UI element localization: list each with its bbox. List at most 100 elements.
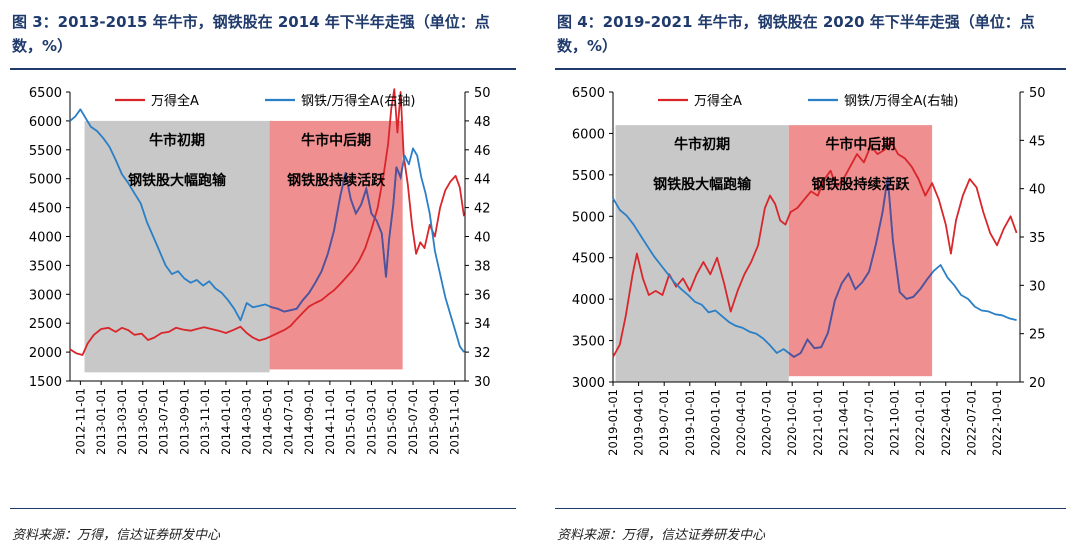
y-right-tick-label: 44	[474, 173, 491, 188]
y-right-tick-label: 46	[474, 144, 491, 159]
x-tick-label: 2021-01-01	[811, 389, 825, 456]
x-tick-label: 2015-01-01	[344, 388, 358, 455]
y-right-tick-label: 35	[1029, 231, 1046, 246]
x-tick-label: 2022-04-01	[939, 389, 953, 456]
band-label-phase: 牛市中后期	[825, 136, 895, 153]
y-left-tick-label: 3000	[29, 288, 62, 303]
band-label-note: 钢铁股大幅跑输	[653, 176, 752, 193]
y-left-tick-label: 2500	[29, 317, 62, 332]
source-rule-fig4	[555, 508, 1066, 509]
y-left-tick-label: 6000	[572, 127, 605, 142]
x-tick-label: 2019-07-01	[657, 389, 671, 456]
x-tick-label: 2014-09-01	[302, 388, 316, 455]
x-tick-label: 2014-03-01	[240, 388, 254, 455]
y-left-tick-label: 5000	[29, 173, 62, 188]
x-tick-label: 2022-07-01	[964, 389, 978, 456]
x-tick-label: 2015-05-01	[385, 388, 399, 455]
title-rule-fig4	[555, 68, 1066, 70]
x-tick-label: 2019-04-01	[632, 389, 646, 456]
y-left-tick-label: 5000	[572, 210, 605, 225]
x-tick-label: 2015-03-01	[364, 388, 378, 455]
y-right-tick-label: 32	[474, 346, 491, 361]
x-tick-label: 2021-04-01	[836, 389, 850, 456]
y-left-tick-label: 4500	[572, 252, 605, 267]
band-pink	[788, 125, 933, 377]
series-line-steel-ratio-overlap	[269, 161, 403, 313]
chart-title-fig4: 图 4：2019-2021 年牛市，钢铁股在 2020 年下半年走强（单位：点数…	[557, 13, 1035, 55]
y-right-tick-label: 48	[474, 115, 491, 130]
legend-label-wind-a: 万得全A	[694, 93, 742, 109]
x-tick-label: 2013-11-01	[198, 388, 212, 455]
series-line-wind-a	[612, 140, 1018, 358]
x-tick-label: 2022-10-01	[990, 389, 1004, 456]
legend-label-steel-ratio: 钢铁/万得全A(右轴)	[844, 93, 958, 109]
y-right-tick-label: 20	[1029, 376, 1046, 391]
chart-panel-fig3: 图 3：2013-2015 年牛市，钢铁股在 2014 年下半年走强（单位：点数…	[0, 0, 530, 556]
y-left-tick-label: 5500	[29, 144, 62, 159]
y-right-tick-label: 30	[474, 375, 491, 390]
x-tick-label: 2014-05-01	[261, 388, 275, 455]
y-left-tick-label: 2000	[29, 346, 62, 361]
chart-title-fig3: 图 3：2013-2015 年牛市，钢铁股在 2014 年下半年走强（单位：点数…	[12, 13, 490, 55]
band-label-note: 钢铁股持续活跃	[287, 172, 386, 189]
series-line-steel-ratio-overlap	[788, 176, 933, 358]
x-tick-label: 2020-07-01	[760, 389, 774, 456]
x-tick-label: 2014-01-01	[219, 388, 233, 455]
x-tick-label: 2020-10-01	[785, 389, 799, 456]
x-tick-label: 2013-01-01	[94, 388, 108, 455]
y-left-tick-label: 3000	[572, 376, 605, 391]
line-chart-fig3: 1500 2000 2500 3000 3500 4000 4500 5000 5500 6000…	[29, 86, 491, 455]
band-label-phase: 牛市初期	[149, 132, 205, 149]
x-tick-label: 2013-05-01	[136, 388, 150, 455]
x-tick-label: 2015-09-01	[427, 388, 441, 455]
y-right-tick-label: 30	[1029, 279, 1046, 294]
band-label-phase: 牛市中后期	[301, 132, 371, 149]
x-tick-label: 2020-01-01	[708, 389, 722, 456]
legend-label-steel-ratio: 钢铁/万得全A(右轴)	[301, 93, 415, 109]
y-left-tick-label: 6000	[29, 115, 62, 130]
y-right-tick-label: 40	[474, 231, 491, 246]
chart-panel-fig4: 图 4：2019-2021 年牛市，钢铁股在 2020 年下半年走强（单位：点数…	[545, 0, 1080, 556]
legend-label-wind-a: 万得全A	[151, 93, 199, 109]
x-tick-label: 2013-07-01	[157, 388, 171, 455]
source-note-fig3: 资料来源：万得，信达证券研发中心	[12, 528, 221, 543]
x-tick-label: 2019-10-01	[683, 389, 697, 456]
x-tick-label: 2019-01-01	[606, 389, 620, 456]
y-right-tick-label: 42	[474, 202, 491, 217]
band-label-phase: 牛市初期	[674, 136, 730, 153]
y-left-tick-label: 4500	[29, 202, 62, 217]
line-chart-fig4: 3000 3500 4000 4500 5000 5500 6000 6500 20 25 30 35…	[572, 86, 1046, 456]
y-left-tick-label: 5500	[572, 169, 605, 184]
x-tick-label: 2014-11-01	[323, 388, 337, 455]
y-left-tick-label: 3500	[29, 259, 62, 274]
y-left-tick-label: 6500	[29, 86, 62, 101]
band-pink	[269, 120, 403, 370]
y-right-tick-label: 38	[474, 259, 491, 274]
x-tick-label: 2012-11-01	[73, 388, 87, 455]
y-right-tick-label: 36	[474, 288, 491, 303]
y-right-tick-label: 25	[1029, 328, 1046, 343]
y-left-tick-label: 6500	[572, 86, 605, 101]
x-tick-label: 2022-01-01	[913, 389, 927, 456]
x-tick-label: 2013-09-01	[177, 388, 191, 455]
y-left-tick-label: 4000	[572, 293, 605, 308]
y-right-tick-label: 40	[1029, 183, 1046, 198]
x-tick-label: 2014-07-01	[281, 388, 295, 455]
y-left-tick-label: 4000	[29, 231, 62, 246]
y-left-tick-label: 3500	[572, 335, 605, 350]
x-tick-label: 2021-07-01	[862, 389, 876, 456]
y-right-tick-label: 50	[474, 86, 491, 101]
source-note-fig4: 资料来源：万得，信达证券研发中心	[557, 528, 766, 543]
band-label-note: 钢铁股大幅跑输	[128, 172, 227, 189]
y-right-tick-label: 34	[474, 317, 491, 332]
x-tick-label: 2015-07-01	[406, 388, 420, 455]
x-tick-label: 2013-03-01	[115, 388, 129, 455]
y-right-tick-label: 45	[1029, 134, 1046, 149]
series-line-wind-a	[69, 88, 465, 356]
y-right-tick-label: 50	[1029, 86, 1046, 101]
band-label-note: 钢铁股持续活跃	[811, 176, 910, 193]
title-rule-fig3	[10, 68, 516, 70]
x-tick-label: 2015-11-01	[448, 388, 462, 455]
x-tick-label: 2020-04-01	[734, 389, 748, 456]
band-grey	[84, 120, 270, 373]
